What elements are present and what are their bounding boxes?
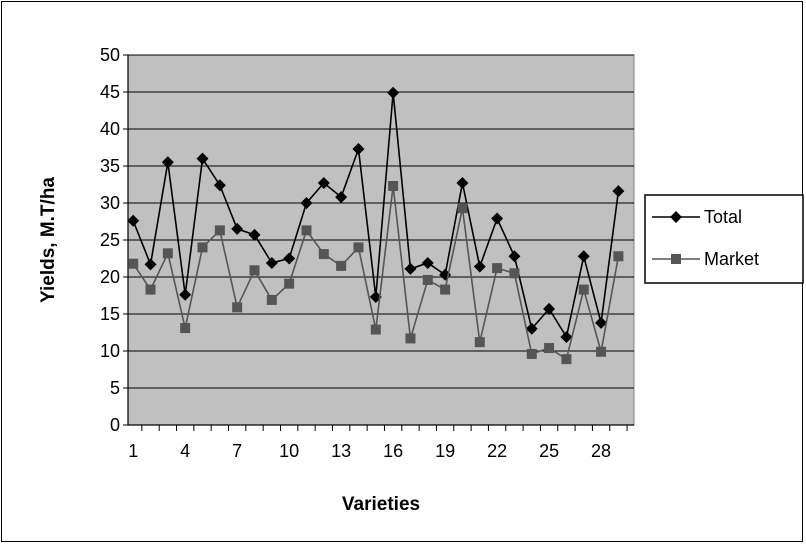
- data-point-total: [577, 250, 590, 263]
- data-point-market: [613, 251, 624, 262]
- data-point-market: [370, 324, 381, 335]
- data-point-market: [249, 265, 260, 276]
- legend-box: [644, 194, 804, 284]
- data-point-total: [127, 214, 140, 227]
- data-point-total: [213, 179, 226, 192]
- data-point-market: [405, 333, 416, 344]
- data-point-total: [335, 191, 348, 204]
- data-point-market: [492, 263, 503, 274]
- legend-label: Market: [704, 249, 759, 269]
- axes: [123, 54, 634, 431]
- y-tick-label: 0: [110, 415, 120, 435]
- data-point-total: [543, 302, 556, 315]
- data-point-market: [162, 248, 173, 259]
- data-point-market: [388, 180, 399, 191]
- x-tick-label: 25: [539, 441, 559, 461]
- data-point-market: [353, 242, 364, 253]
- data-point-total: [179, 288, 192, 301]
- y-axis-title: Yields, M.T/ha: [38, 177, 59, 303]
- y-tick-label: 30: [100, 193, 120, 213]
- y-tick-label: 15: [100, 304, 120, 324]
- data-point-market: [301, 225, 312, 236]
- data-point-total: [161, 156, 174, 169]
- legend: Total Market: [644, 194, 804, 284]
- data-point-market: [128, 258, 139, 269]
- x-tick-label: 10: [279, 441, 299, 461]
- legend-item-total: Total: [652, 207, 742, 227]
- data-point-total: [283, 252, 296, 265]
- data-point-market: [145, 284, 156, 295]
- y-tick-label: 40: [100, 119, 120, 139]
- data-point-total: [352, 142, 365, 155]
- data-point-market: [318, 249, 329, 260]
- data-point-market: [197, 242, 208, 253]
- data-point-market: [596, 346, 607, 357]
- data-point-total: [404, 262, 417, 275]
- data-point-total: [508, 250, 521, 263]
- data-point-market: [266, 294, 277, 305]
- x-tick-label: 19: [435, 441, 455, 461]
- data-point-total: [387, 86, 400, 99]
- data-point-market: [578, 284, 589, 295]
- data-point-market: [561, 354, 572, 365]
- legend-marker: [670, 211, 682, 223]
- data-point-total: [248, 228, 261, 241]
- data-point-total: [456, 177, 469, 190]
- data-point-market: [457, 203, 468, 214]
- x-tick-label: 7: [232, 441, 242, 461]
- x-tick-label: 1: [128, 441, 138, 461]
- data-point-market: [214, 225, 225, 236]
- y-tick-label: 5: [110, 378, 120, 398]
- x-tick-label: 22: [487, 441, 507, 461]
- data-point-market: [509, 268, 520, 279]
- y-tick-label: 35: [100, 156, 120, 176]
- data-point-total: [473, 260, 486, 273]
- series-market: [128, 180, 624, 365]
- x-tick-label: 13: [331, 441, 351, 461]
- y-tick-label: 10: [100, 341, 120, 361]
- data-point-total: [144, 258, 157, 271]
- y-tick-label: 45: [100, 82, 120, 102]
- gridlines: [128, 54, 634, 389]
- data-point-market: [440, 284, 451, 295]
- data-point-total: [491, 212, 504, 225]
- x-axis-title: Varieties: [342, 494, 420, 515]
- x-tick-label: 16: [383, 441, 403, 461]
- data-point-total: [196, 152, 209, 165]
- series-total: [127, 86, 625, 343]
- data-point-market: [180, 323, 191, 334]
- legend-label: Total: [704, 207, 742, 227]
- data-point-total: [612, 185, 625, 198]
- data-point-market: [336, 260, 347, 271]
- data-point-market: [526, 348, 537, 359]
- data-point-total: [317, 177, 330, 190]
- data-point-total: [560, 330, 573, 343]
- data-point-market: [474, 337, 485, 348]
- x-tick-label: 28: [591, 441, 611, 461]
- series-group: [127, 86, 625, 365]
- legend-item-market: Market: [652, 249, 759, 269]
- data-point-total: [265, 256, 278, 269]
- data-point-total: [525, 322, 538, 335]
- y-tick-label: 20: [100, 267, 120, 287]
- data-point-total: [421, 256, 434, 269]
- y-tick-label: 50: [100, 45, 120, 65]
- data-point-total: [300, 197, 313, 209]
- data-point-market: [544, 343, 555, 354]
- tick-labels: 0 5 10 15 20 25 30 35 40 45 50 1 4 7 10 13 16 19 22 25 28: [100, 45, 611, 461]
- data-point-market: [422, 274, 433, 285]
- legend-marker: [671, 254, 681, 264]
- data-point-market: [284, 278, 295, 289]
- x-tick-label: 4: [180, 441, 190, 461]
- y-tick-label: 25: [100, 230, 120, 250]
- data-point-total: [231, 222, 244, 235]
- data-point-total: [595, 316, 608, 329]
- data-point-market: [232, 302, 243, 313]
